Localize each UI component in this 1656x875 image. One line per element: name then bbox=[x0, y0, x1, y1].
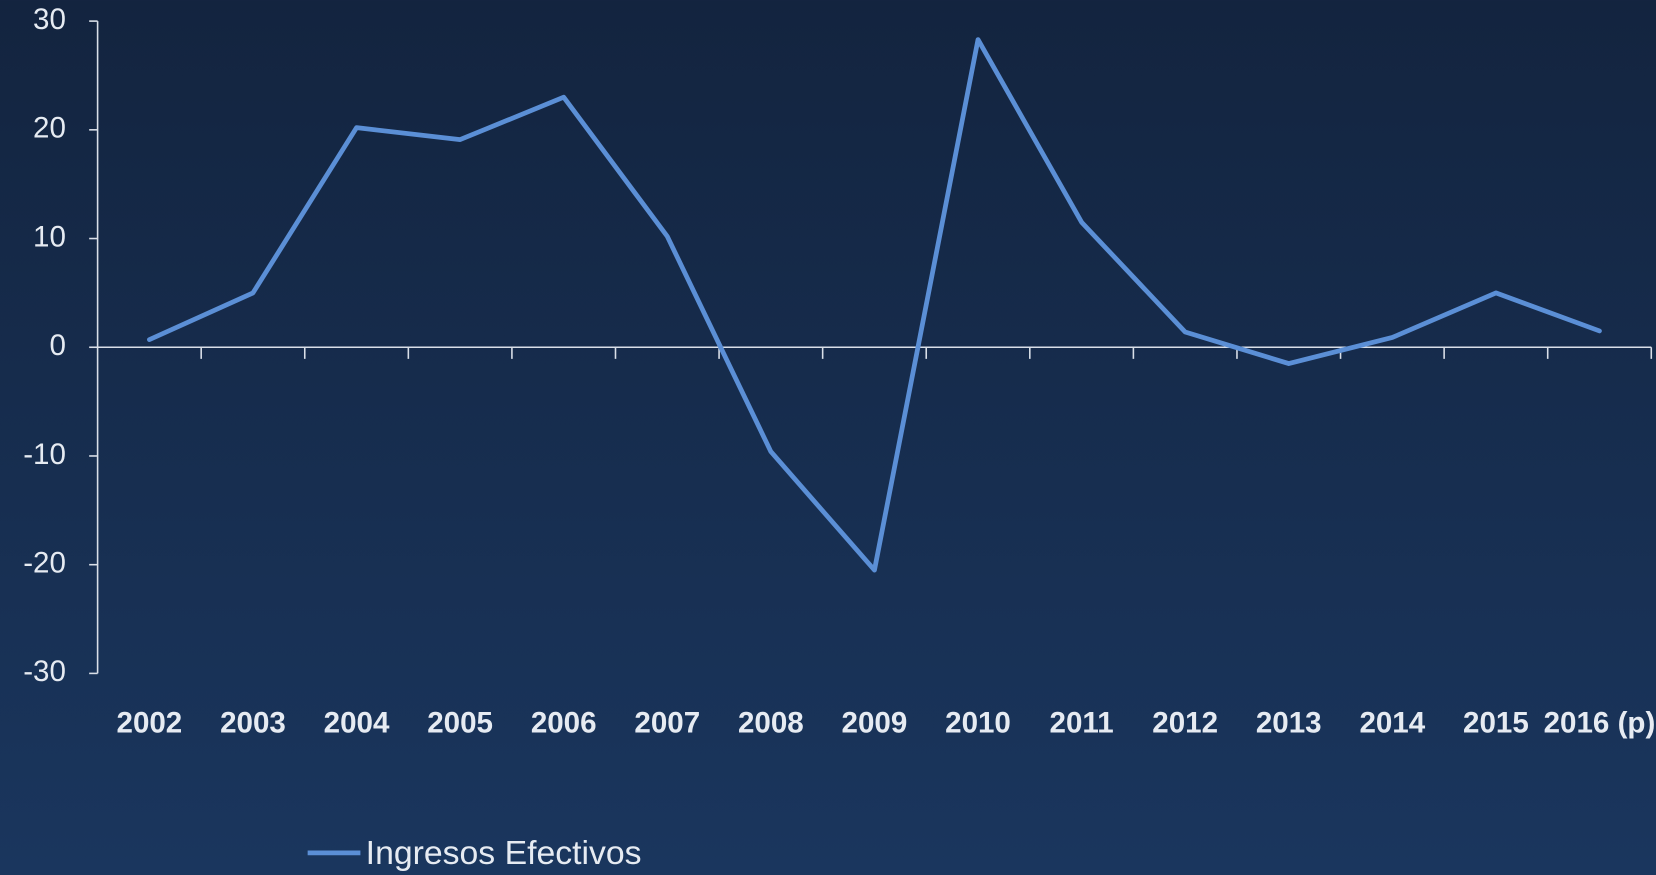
series-line bbox=[147, 37, 1602, 573]
x-tick-label-box: 2013 bbox=[1255, 706, 1322, 739]
x-tick-label-box: 2014 bbox=[1359, 706, 1426, 739]
x-tick-label-box: 2007 bbox=[634, 706, 701, 739]
y-tick-label: 30 bbox=[33, 3, 66, 36]
x-tick-label-box: 2003 bbox=[220, 706, 286, 739]
x-tick-label-box: 2009 bbox=[841, 706, 908, 739]
x-tick-label: 2011 bbox=[1049, 706, 1114, 739]
x-tick-label-box: 2016 (p) bbox=[1543, 706, 1656, 739]
x-tick-label-box: 2012 bbox=[1152, 706, 1219, 739]
x-tick-label: 2007 bbox=[634, 706, 701, 739]
x-tick-label-box: 2011 bbox=[1049, 706, 1114, 739]
x-tick-label: 2002 bbox=[116, 706, 183, 739]
y-tick-label: 10 bbox=[33, 220, 66, 253]
x-tick-label: 2006 bbox=[530, 706, 597, 739]
x-tick-label: 2010 bbox=[945, 706, 1011, 739]
x-tick-label: 2004 bbox=[323, 706, 390, 739]
x-tick-label-box: 2006 bbox=[530, 706, 597, 739]
y-tick-label: -20 bbox=[23, 546, 66, 579]
x-tick-label: 2013 bbox=[1255, 706, 1322, 739]
x-tick-label-box: 2004 bbox=[323, 706, 390, 739]
x-tick-label: 2008 bbox=[737, 706, 804, 739]
x-tick-label: 2014 bbox=[1359, 706, 1426, 739]
x-tick-label: 2009 bbox=[841, 706, 908, 739]
x-tick-label: 2005 bbox=[427, 706, 493, 739]
y-tick-label: -10 bbox=[23, 438, 66, 471]
x-tick-label-box: 2005 bbox=[427, 706, 493, 739]
y-tick-label: 20 bbox=[33, 112, 66, 145]
x-tick-label: 2015 bbox=[1463, 706, 1529, 739]
x-tick-label: 2012 bbox=[1152, 706, 1219, 739]
x-tick-label-box: 2015 bbox=[1463, 706, 1529, 739]
x-tick-label-box: 2002 bbox=[116, 706, 183, 739]
y-tick-label: 0 bbox=[49, 329, 65, 362]
x-tick-label: 2003 bbox=[220, 706, 286, 739]
y-tick-label: -30 bbox=[23, 655, 66, 688]
legend-label: Ingresos Efectivos bbox=[366, 834, 642, 872]
x-tick-label: 2016 (p) bbox=[1543, 706, 1656, 739]
x-tick-label-box: 2008 bbox=[737, 706, 804, 739]
x-tick-label-box: 2010 bbox=[945, 706, 1011, 739]
